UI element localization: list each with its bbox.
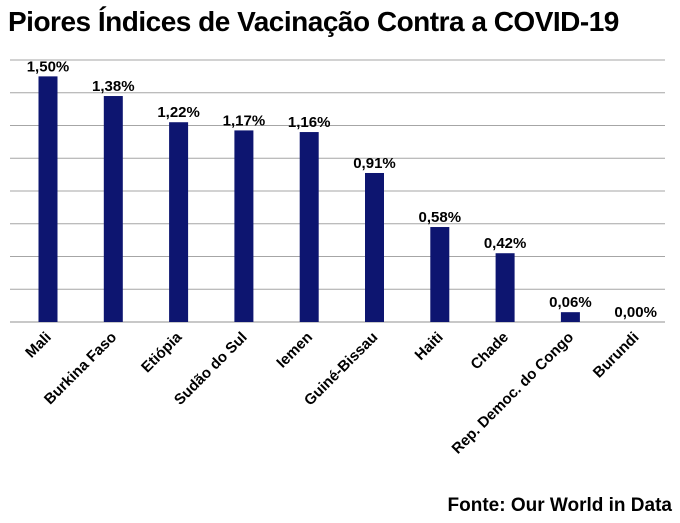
data-label: 0,42% [484,235,527,252]
data-label: 0,58% [419,209,462,226]
source-note: Fonte: Our World in Data [447,495,672,516]
bar [495,253,515,322]
data-label: 1,38% [92,78,135,95]
bar [234,130,254,322]
data-label: 1,50% [27,58,70,75]
data-labels: 1,50% 1,38% 1,22% 1,17% 1,16% 0,91% 0,58% 0,42%… [27,58,657,321]
category-tick-label: Etiópia [138,328,186,376]
category-tick-label: Burundi [590,329,643,382]
category-tick-label: Mali [22,329,55,362]
category-tick-label: Haiti [412,329,447,364]
bar [365,172,384,322]
chart-title: Piores Índices de Vacinação Contra a COV… [8,6,619,37]
category-tick-label: Iemen [273,329,316,372]
bar [169,122,189,322]
bar [560,312,580,322]
category-tick-label: Rep. Democ. do Congo [449,329,578,458]
bar [103,96,123,323]
bar [299,132,319,322]
category-tick-label: Chade [467,329,511,373]
data-label: 1,16% [288,114,331,131]
data-label: 0,06% [549,294,592,311]
bars [38,76,580,323]
data-label: 0,00% [614,304,657,321]
data-label: 1,22% [157,104,200,121]
bar [430,227,450,322]
data-label: 0,91% [353,155,396,172]
data-label: 1,17% [223,112,266,129]
bar [38,76,58,322]
